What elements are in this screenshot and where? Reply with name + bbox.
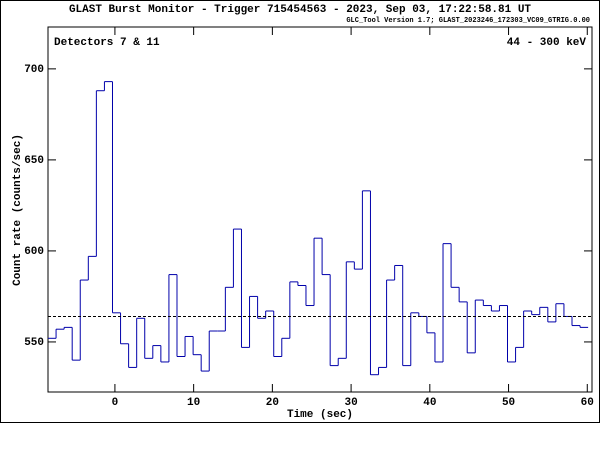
x-tick-label: 60 [581, 397, 594, 409]
plot-frame [47, 26, 593, 393]
x-tick-label: 50 [502, 397, 515, 409]
chart-title: GLAST Burst Monitor - Trigger 715454563 … [69, 4, 531, 16]
x-tick-label: 0 [112, 397, 119, 409]
x-tick-label: 20 [266, 397, 279, 409]
y-tick-label: 650 [24, 155, 44, 167]
x-tick-label: 30 [344, 397, 357, 409]
y-tick-label: 550 [24, 337, 44, 349]
chart-subtitle: GLC_Tool Version 1.7; GLAST_2023246_1723… [346, 17, 590, 25]
frame [0, 0, 600, 423]
y-tick-label: 600 [24, 246, 44, 258]
x-tick-label: 40 [423, 397, 436, 409]
x-axis-label: Time (sec) [287, 409, 353, 421]
annotation: 44 - 300 keV [507, 37, 587, 49]
y-tick-label: 700 [24, 64, 44, 76]
annotation: Detectors 7 & 11 [54, 37, 160, 49]
y-axis-label: Count rate (counts/sec) [12, 134, 24, 286]
x-tick-label: 10 [187, 397, 200, 409]
